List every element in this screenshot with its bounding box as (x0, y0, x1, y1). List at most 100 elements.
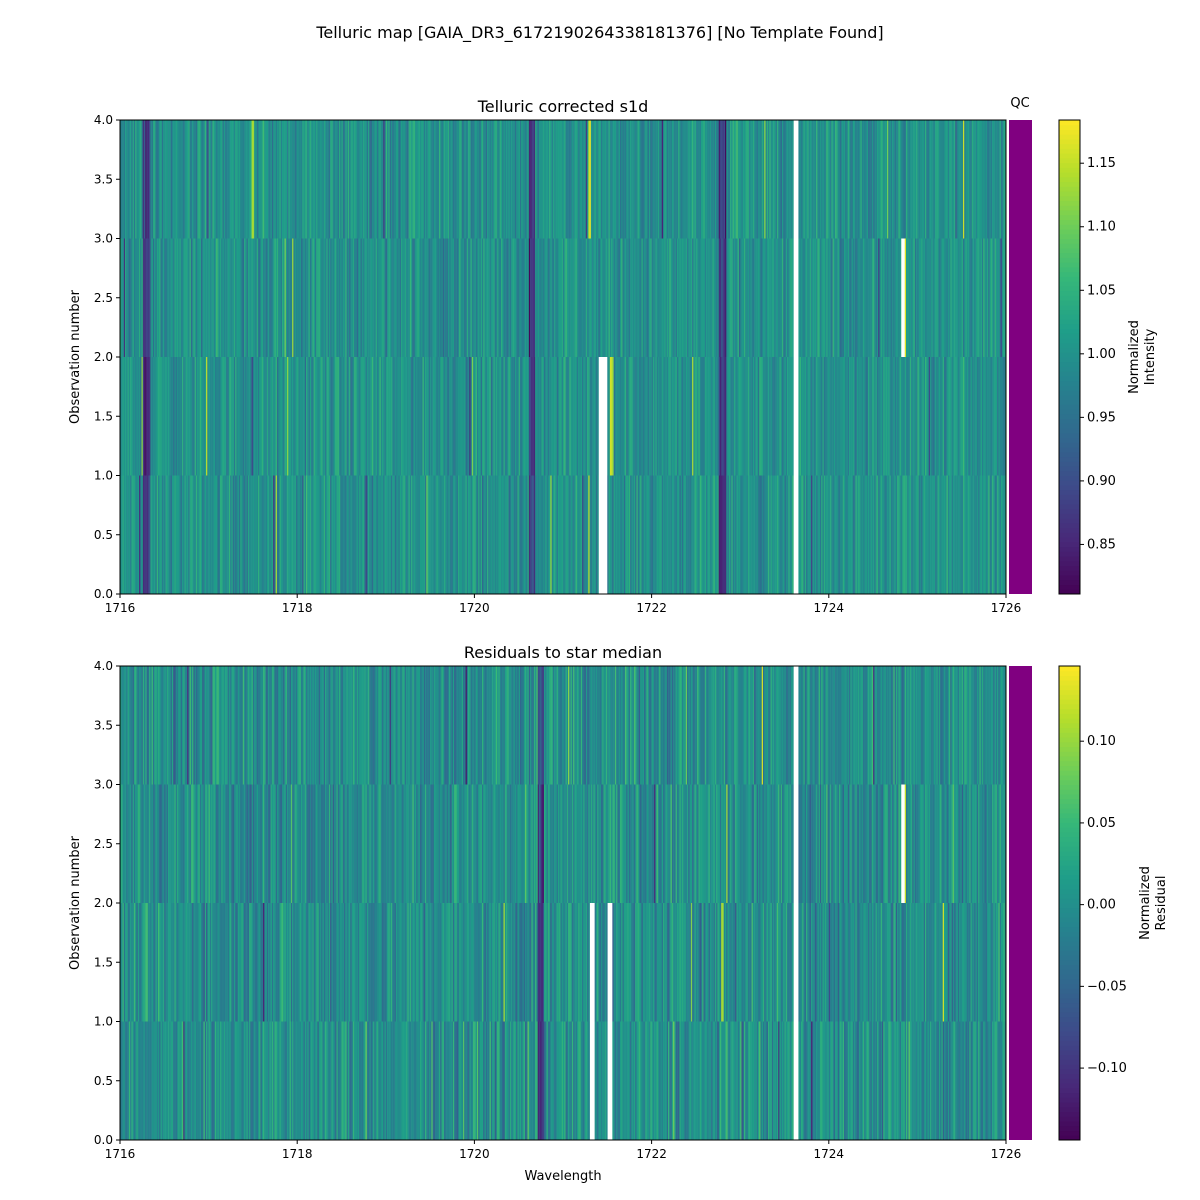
heatmap-cell (451, 357, 454, 476)
heatmap-cell (785, 357, 788, 476)
heatmap-cell (1003, 120, 1006, 239)
heatmap-cell (564, 357, 566, 476)
heatmap-cell (737, 903, 740, 1022)
heatmap-cell (244, 475, 246, 594)
heatmap-cell (185, 357, 188, 476)
heatmap-cell (721, 120, 723, 239)
heatmap-cell (1002, 475, 1004, 594)
heatmap-cell (664, 238, 666, 357)
colorbar-segment (1059, 494, 1080, 500)
heatmap-cell (216, 238, 218, 357)
heatmap-cell (631, 238, 633, 357)
heatmap-cell (604, 1021, 607, 1140)
heatmap-cell (727, 475, 730, 594)
heatmap-cell (833, 120, 836, 239)
heatmap-cell (695, 475, 698, 594)
heatmap-cell (375, 238, 378, 357)
heatmap-cell (969, 357, 971, 476)
heatmap-cell (454, 238, 456, 357)
heatmap-cell (737, 475, 740, 594)
heatmap-cell (593, 475, 595, 594)
heatmap-cell (328, 1021, 331, 1140)
heatmap-cell (378, 120, 380, 239)
heatmap-cell (892, 475, 894, 594)
heatmap-cell (830, 120, 832, 239)
heatmap-cell (785, 120, 788, 239)
heatmap-cell (251, 475, 254, 594)
heatmap-cell (733, 120, 736, 239)
colorbar-segment (1059, 570, 1080, 576)
heatmap-cell (568, 357, 570, 476)
heatmap-cell (760, 784, 763, 903)
heatmap-cell (575, 475, 578, 594)
heatmap-cell (231, 903, 233, 1022)
colorbar-segment (1059, 276, 1080, 282)
heatmap-cell (127, 120, 130, 239)
heatmap-cell (988, 475, 990, 594)
heatmap-cell (480, 238, 483, 357)
heatmap-cell (857, 238, 860, 357)
heatmap-cell (166, 357, 169, 476)
heatmap-cell (574, 903, 576, 1022)
heatmap-cell (579, 475, 582, 594)
heatmap-cell (223, 238, 226, 357)
heatmap-cell (898, 120, 900, 239)
heatmap-cell (225, 1021, 227, 1140)
heatmap-cell (698, 357, 700, 476)
heatmap-cell (950, 120, 952, 239)
heatmap-cell (285, 357, 288, 476)
heatmap-cell (360, 120, 363, 239)
heatmap-cell (884, 357, 887, 476)
heatmap-cell (238, 1021, 241, 1140)
heatmap-cell (235, 903, 237, 1022)
heatmap-cell (798, 475, 800, 594)
heatmap-cell (911, 357, 913, 476)
heatmap-cell (655, 1021, 657, 1140)
heatmap-cell (138, 238, 141, 357)
heatmap-cell (254, 1021, 256, 1140)
heatmap-cell (565, 120, 568, 239)
heatmap-cell (470, 475, 473, 594)
heatmap-cell (712, 120, 714, 239)
heatmap-cell (201, 784, 203, 903)
heatmap-cell (178, 903, 180, 1022)
heatmap-cell (526, 120, 528, 239)
heatmap-cell (871, 357, 874, 476)
heatmap-cell (451, 784, 454, 903)
qc-label: QC (1010, 96, 1029, 111)
heatmap-cell (273, 357, 275, 476)
heatmap-cell (122, 903, 125, 1022)
heatmap-cell (265, 475, 268, 594)
heatmap-cell (483, 784, 485, 903)
heatmap-cell (895, 357, 898, 476)
heatmap-cell (594, 238, 597, 357)
heatmap-cell (733, 238, 736, 357)
heatmap-cell (843, 238, 846, 357)
heatmap-cell (504, 475, 507, 594)
heatmap-cell (619, 475, 622, 594)
heatmap-cell (836, 475, 838, 594)
heatmap-cell (336, 475, 339, 594)
heatmap-cell (438, 238, 441, 357)
heatmap-cell (762, 238, 765, 357)
heatmap-cell (492, 238, 494, 357)
heatmap-cell (678, 1021, 680, 1140)
heatmap-cell (731, 357, 733, 476)
heatmap-cell (516, 357, 518, 476)
heatmap-cell (278, 784, 280, 903)
heatmap-cell (821, 120, 823, 239)
heatmap-cell (422, 238, 425, 357)
heatmap-cell (947, 1021, 950, 1140)
heatmap-cell (349, 357, 351, 476)
heatmap-cell (471, 903, 474, 1022)
heatmap-cell (657, 120, 660, 239)
heatmap-cell (926, 903, 928, 1022)
heatmap-cell (618, 784, 621, 903)
heatmap-cell (519, 238, 522, 357)
heatmap-cell (226, 784, 228, 903)
heatmap-cell (521, 357, 523, 476)
heatmap-cell (907, 475, 909, 594)
heatmap-cell (825, 120, 827, 239)
heatmap-cell (636, 357, 638, 476)
heatmap-cell (152, 120, 155, 239)
